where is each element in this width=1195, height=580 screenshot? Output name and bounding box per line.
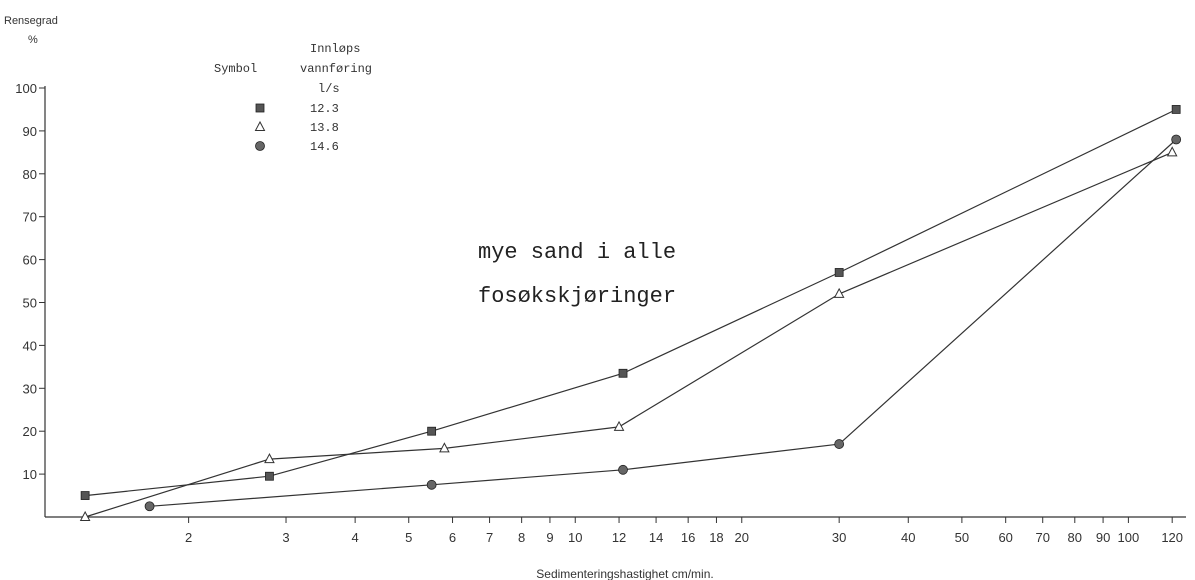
x-tick-label: 30 (832, 530, 846, 545)
series-1 (80, 105, 1181, 500)
x-tick-label: 120 (1161, 530, 1183, 545)
legend-entry-label: 13.8 (310, 121, 339, 135)
x-tick-label: 40 (901, 530, 915, 545)
data-point-triangle (613, 420, 625, 431)
x-tick-label: 7 (486, 530, 493, 545)
x-tick-label: 10 (568, 530, 582, 545)
legend-header-symbol: Symbol (214, 62, 257, 76)
data-point-triangle (254, 120, 266, 131)
axis-ticks: 10 20 30 40 50 60 70 80 90 100 2 3 4 5 6 7 8 9 10 12 14 16 18 2… (15, 81, 1183, 545)
axes (44, 86, 1186, 518)
data-point-square (80, 491, 90, 500)
data-point-triangle (439, 442, 450, 453)
legend-header-line3: l/s (318, 82, 340, 96)
data-point-square (265, 471, 274, 481)
y-tick-label: 40 (23, 338, 37, 353)
x-tick-label: 80 (1068, 530, 1082, 545)
x-tick-label: 16 (681, 530, 695, 545)
legend-entry-label: 12.3 (310, 102, 339, 116)
x-tick-label: 14 (649, 530, 663, 545)
series-line (149, 139, 1177, 507)
series-group (79, 105, 1182, 521)
data-point-circle (144, 501, 155, 512)
x-tick-label: 4 (352, 530, 359, 545)
x-tick-label: 50 (955, 530, 969, 545)
data-point-circle (426, 479, 437, 490)
data-point-triangle (264, 453, 275, 464)
y-tick-label: 20 (23, 424, 37, 439)
data-point-square (834, 268, 844, 277)
y-axis-title-line1: Rensegrad (4, 15, 58, 27)
y-tick-label: 70 (23, 210, 37, 225)
legend-header-line2: vannføring (300, 62, 372, 76)
annotation-line1: mye sand i alle (478, 240, 676, 265)
data-point-triangle (1166, 146, 1178, 157)
y-tick-label: 60 (23, 253, 37, 268)
x-tick-label: 5 (405, 530, 412, 545)
data-point-circle (1171, 134, 1182, 145)
x-tick-label: 12 (612, 530, 626, 545)
data-point-triangle (79, 510, 91, 521)
x-tick-label: 2 (185, 530, 192, 545)
x-tick-label: 18 (709, 530, 723, 545)
legend-header-line1: Innløps (310, 42, 360, 56)
x-tick-label: 20 (735, 530, 749, 545)
data-point-circle (255, 141, 265, 151)
series-2 (79, 146, 1178, 521)
data-point-square (427, 426, 437, 436)
x-tick-label: 3 (282, 530, 289, 545)
legend-entries: 12.3 13.8 14.6 (254, 102, 339, 154)
annotation-line2: fosøkskjøringer (478, 284, 676, 309)
data-point-triangle (833, 287, 845, 298)
data-point-circle (618, 464, 628, 475)
x-tick-label: 70 (1035, 530, 1049, 545)
y-tick-label: 30 (23, 381, 37, 396)
x-axis-title: Sedimenteringshastighet cm/min. (536, 567, 713, 580)
y-tick-label: 100 (15, 81, 37, 96)
data-point-square (255, 103, 265, 113)
x-tick-label: 90 (1096, 530, 1110, 545)
y-tick-label: 90 (23, 124, 37, 139)
x-tick-label: 8 (518, 530, 525, 545)
y-tick-label: 10 (23, 467, 37, 482)
x-tick-label: 9 (546, 530, 553, 545)
series-3 (144, 134, 1182, 512)
x-tick-label: 60 (998, 530, 1012, 545)
series-line (84, 151, 1173, 518)
legend: Symbol Innløps vannføring l/s 12.3 13.8 14… (214, 42, 372, 154)
x-tick-label: 6 (449, 530, 456, 545)
y-axis-title-line2: % (28, 34, 38, 46)
y-tick-label: 50 (23, 296, 37, 311)
x-tick-label: 100 (1118, 530, 1140, 545)
data-point-square (1171, 105, 1181, 114)
legend-entry-label: 14.6 (310, 140, 339, 154)
series-line (85, 108, 1177, 497)
data-point-square (618, 368, 628, 378)
data-point-circle (834, 439, 845, 449)
y-tick-label: 80 (23, 167, 37, 182)
